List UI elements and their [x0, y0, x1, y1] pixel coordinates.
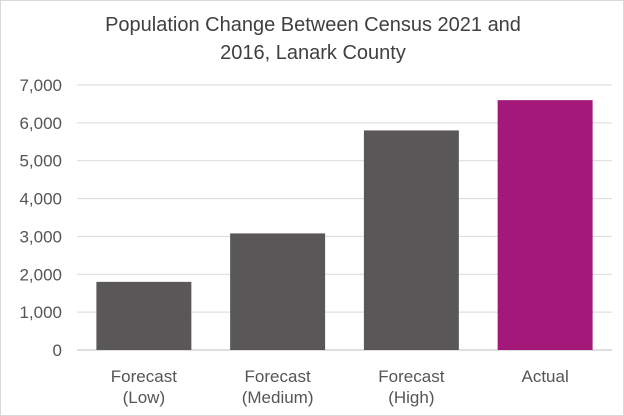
x-category-label: Forecast [245, 367, 311, 386]
y-tick-label: 2,000 [19, 265, 62, 284]
bar [230, 233, 326, 350]
x-category-label: (High) [388, 388, 434, 407]
y-tick-label: 7,000 [19, 76, 62, 95]
y-tick-label: 1,000 [19, 303, 62, 322]
y-tick-label: 6,000 [19, 114, 62, 133]
y-tick-label: 3,000 [19, 227, 62, 246]
x-category-label: Forecast [378, 367, 444, 386]
x-category-label: (Low) [123, 388, 166, 407]
bar [363, 130, 459, 350]
bar [497, 100, 593, 351]
x-category-label: Forecast [111, 367, 177, 386]
y-tick-label: 4,000 [19, 190, 62, 209]
chart-title: Population Change Between Census 2021 an… [105, 14, 521, 64]
x-category-label: (Medium) [242, 388, 314, 407]
bar [96, 281, 192, 350]
y-tick-label: 0 [53, 341, 62, 360]
y-tick-label: 5,000 [19, 152, 62, 171]
x-category-label: Actual [522, 367, 569, 386]
